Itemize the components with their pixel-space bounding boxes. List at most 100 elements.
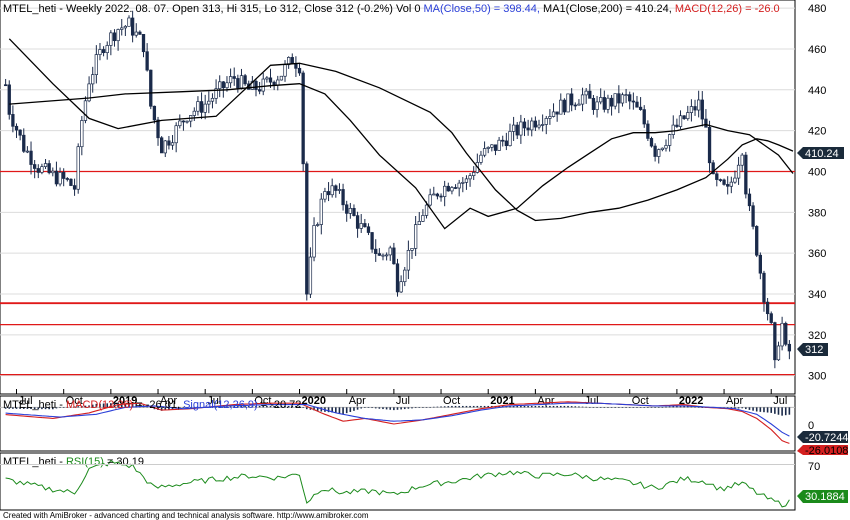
macd-hist-bar-17	[77, 406, 79, 408]
macd-hist-bar-7	[41, 407, 43, 410]
candle-body-158	[588, 90, 592, 99]
macd-hist-bar-101	[382, 407, 384, 410]
candle-body-59	[228, 76, 233, 84]
macd-hist-bar-140	[523, 405, 526, 408]
candle-body-212	[784, 322, 788, 345]
macd-hist-bar--3	[4, 407, 7, 409]
price-y-tick-320: 320	[808, 330, 826, 342]
candle-body-142	[530, 120, 534, 131]
macd-hist-bar-175	[650, 407, 653, 408]
price-y-tick-400: 400	[808, 166, 826, 178]
candle-body-45	[178, 120, 182, 127]
candle-body-176	[653, 145, 657, 157]
candle-body-76	[290, 57, 294, 65]
candle-body--1	[11, 114, 15, 127]
macd-hist-bar-182	[676, 406, 678, 408]
macd-hist-bar-90	[342, 407, 344, 415]
candle-body--2	[7, 84, 11, 115]
candle-body-91	[345, 204, 349, 214]
candle-body-147	[548, 116, 552, 119]
candle-body-197	[729, 181, 733, 187]
candle-body-46	[181, 120, 186, 123]
macd-hist-bar-96	[364, 407, 366, 408]
candle-body-50	[196, 101, 200, 112]
price-pane-frame	[0, 0, 796, 395]
candle-body-55	[214, 88, 218, 99]
macd-hist-bar-176	[654, 407, 656, 408]
macd-hist-bar-21	[91, 404, 94, 408]
macd-hist-bar-98	[371, 407, 373, 409]
candle-body--3	[3, 84, 8, 87]
price-y-tick-340: 340	[808, 289, 826, 301]
macd-hist-bar-24	[102, 403, 105, 408]
macd-hist-bar-189	[701, 407, 704, 408]
ma200-value-text: 410.24	[805, 148, 839, 160]
candle-body-84	[319, 198, 323, 225]
candle-body-10	[51, 170, 55, 174]
macd-hist-bar-6	[37, 407, 40, 410]
macd-hist-bar-184	[683, 405, 685, 408]
candle-body-154	[573, 104, 577, 107]
macd-hist-bar-3	[26, 407, 29, 409]
macd-hist-bar-14	[66, 407, 69, 408]
macd-hist-bar-30	[124, 404, 127, 408]
candle-body-124	[464, 178, 469, 183]
candle-body-155	[577, 103, 581, 106]
candle-body-102	[384, 254, 389, 257]
macd-hist-bar-1	[19, 407, 21, 409]
macd-hist-bar-32	[131, 403, 134, 408]
macd-hist-bar-33	[135, 403, 138, 408]
macd-hist-bar-197	[730, 407, 733, 409]
candle-body-172	[638, 106, 643, 110]
candle-body-60	[232, 76, 236, 79]
candle-body-198	[733, 177, 737, 183]
candle-body-40	[160, 137, 164, 154]
macd-title-label: MACD(12,26)	[66, 399, 133, 411]
macd-hist-bar-159	[592, 407, 595, 408]
macd-hist-bar-211	[781, 407, 783, 416]
candle-body-78	[297, 67, 302, 74]
candle-body-177	[657, 149, 661, 157]
candle-body-135	[504, 140, 509, 147]
candle-body-57	[221, 81, 225, 89]
candle-body-72	[276, 79, 280, 86]
candle-body-1	[18, 129, 22, 136]
candle-body-37	[149, 69, 153, 107]
macd-hist-bar-121	[454, 405, 457, 408]
candle-body-149	[555, 111, 559, 115]
macd-hist-bar-12	[59, 407, 61, 408]
macd-hist-bar-149	[556, 405, 558, 408]
candle-body-83	[316, 224, 320, 226]
rsi-line	[5, 459, 790, 508]
macd-hist-bar-205	[759, 407, 762, 412]
macd-hist-bar-165	[614, 407, 617, 408]
candle-body-4	[29, 150, 33, 165]
candle-body-170	[631, 100, 635, 103]
macd-hist-bar-174	[647, 407, 649, 408]
candle-body-103	[388, 247, 392, 256]
candle-body-61	[236, 78, 240, 89]
macd-hist-bar-29	[120, 403, 123, 408]
macd-hist-bar-47	[186, 407, 188, 408]
macd-hist-bar-61	[237, 406, 239, 408]
macd-hist-bar-10	[51, 407, 54, 410]
macd-hist-bar-13	[62, 407, 65, 408]
candle-body-183	[678, 115, 683, 127]
macd-zero-tick: 0	[808, 420, 814, 432]
candle-body-88	[334, 185, 338, 191]
macd-hist-bar-112	[422, 407, 424, 408]
macd-hist-bar-166	[618, 407, 620, 408]
price-title-ma200: MA1(Close,200) = 410.24,	[540, 3, 672, 15]
signal-value-text: -20.7244	[805, 432, 848, 444]
candle-body-160	[595, 101, 599, 110]
macd-hist-bar-36	[146, 406, 148, 408]
candle-body-110	[413, 224, 418, 249]
candle-body-145	[540, 124, 545, 126]
x-tick-label-13: Oct	[632, 395, 649, 407]
macd-hist-bar-67	[258, 406, 261, 408]
macd-hist-bar-126	[472, 405, 475, 408]
candle-body-115	[432, 193, 436, 196]
price-y-tick-300: 300	[808, 371, 826, 383]
candle-body-112	[421, 215, 425, 222]
